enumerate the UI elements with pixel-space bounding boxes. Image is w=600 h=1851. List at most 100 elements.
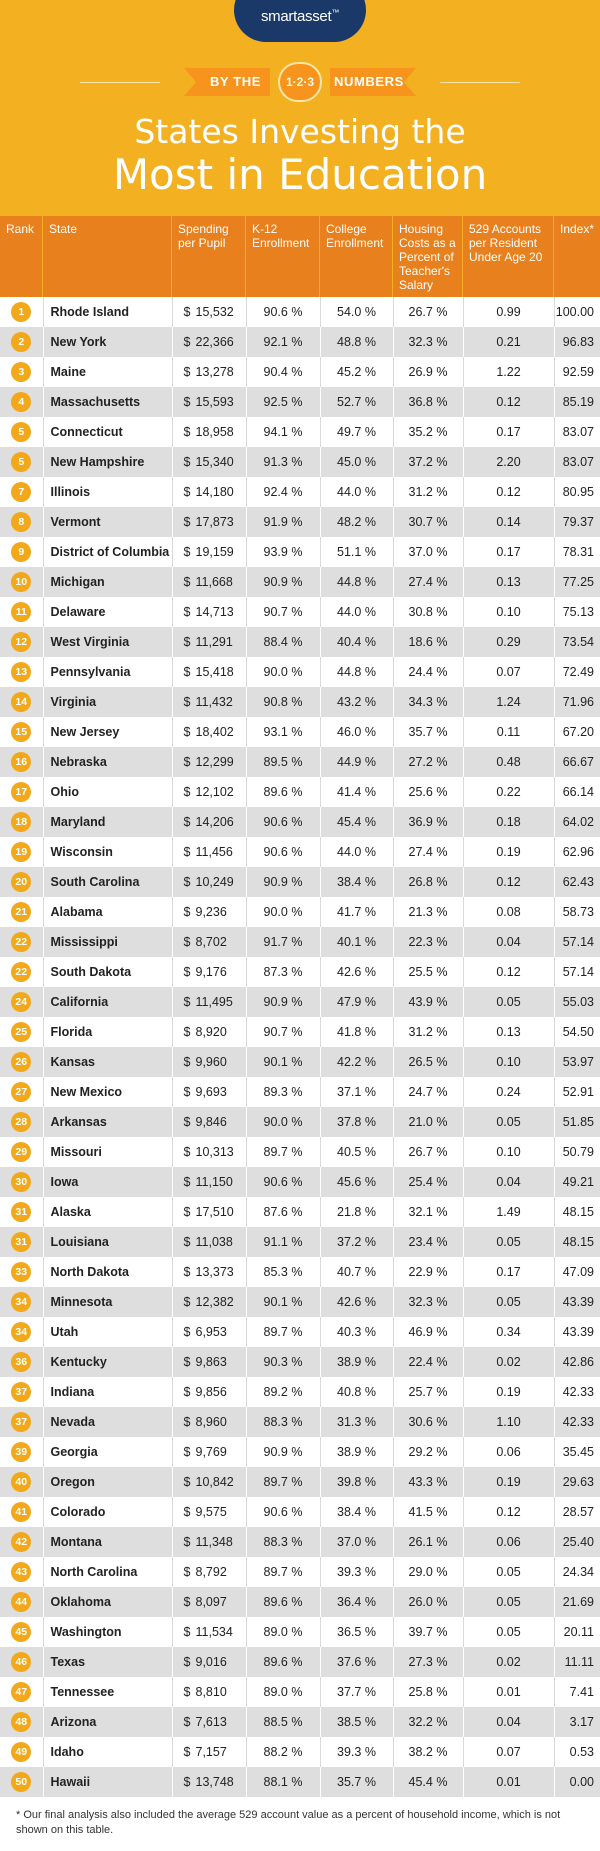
- k12-enrollment: 89.7 %: [246, 1467, 321, 1497]
- rank-cell: 50: [0, 1767, 44, 1797]
- spending-value: 13,373: [195, 1265, 234, 1279]
- rank-cell: 14: [0, 687, 44, 717]
- college-enrollment: 42.6 %: [320, 1287, 394, 1317]
- spending-cell: $9,846: [172, 1107, 247, 1137]
- index-score: 28.57: [554, 1497, 600, 1527]
- college-enrollment: 37.0 %: [320, 1527, 394, 1557]
- currency-symbol: $: [183, 1685, 191, 1699]
- spending-value: 18,958: [195, 425, 234, 439]
- smartasset-logo[interactable]: smartasset™: [234, 0, 366, 42]
- accounts-per-resident: 0.12: [463, 477, 555, 507]
- rank-cell: 15: [0, 717, 44, 747]
- spending-value: 11,432: [195, 695, 233, 709]
- accounts-per-resident: 0.18: [463, 807, 555, 837]
- header-college: College Enrollment: [320, 216, 393, 297]
- currency-symbol: $: [183, 305, 191, 319]
- k12-enrollment: 88.1 %: [246, 1767, 321, 1797]
- accounts-per-resident: 0.24: [463, 1077, 555, 1107]
- state-name: Utah: [43, 1317, 173, 1347]
- spending-value: 10,249: [195, 875, 234, 889]
- rank-cell: 9: [0, 537, 44, 567]
- index-score: 57.14: [554, 927, 600, 957]
- k12-enrollment: 89.0 %: [246, 1677, 321, 1707]
- spending-cell: $15,418: [172, 657, 247, 687]
- table-row: 39 Georgia $9,769 90.9 % 38.9 % 29.2 % 0.06 35.…: [0, 1437, 600, 1467]
- rank-badge: 13: [11, 662, 32, 682]
- college-enrollment: 36.5 %: [320, 1617, 394, 1647]
- table-row: 7 Illinois $14,180 92.4 % 44.0 % 31.2 % 0.12 80…: [0, 477, 600, 507]
- rank-badge: 44: [11, 1592, 32, 1612]
- currency-symbol: $: [183, 665, 191, 679]
- spending-value: 14,713: [195, 605, 234, 619]
- accounts-per-resident: 0.10: [463, 1047, 555, 1077]
- state-name: Arkansas: [43, 1107, 173, 1137]
- page-title-line2: Most in Education: [112, 150, 488, 199]
- spending-value: 14,206: [195, 815, 234, 829]
- housing-cost-percent: 27.2 %: [393, 747, 464, 777]
- index-score: 100.00: [554, 297, 600, 327]
- state-name: Texas: [43, 1647, 173, 1677]
- index-score: 42.86: [554, 1347, 600, 1377]
- index-score: 62.43: [554, 867, 600, 897]
- table-row: 15 New Jersey $18,402 93.1 % 46.0 % 35.7 % 0.1…: [0, 717, 600, 747]
- college-enrollment: 40.8 %: [320, 1377, 394, 1407]
- currency-symbol: $: [183, 1595, 191, 1609]
- college-enrollment: 37.7 %: [320, 1677, 394, 1707]
- housing-cost-percent: 26.5 %: [393, 1047, 464, 1077]
- table-row: 36 Kentucky $9,863 90.3 % 38.9 % 22.4 % 0.02 42…: [0, 1347, 600, 1377]
- currency-symbol: $: [183, 365, 191, 379]
- spending-cell: $14,713: [172, 597, 247, 627]
- index-score: 66.67: [554, 747, 600, 777]
- table-row: 44 Oklahoma $8,097 89.6 % 36.4 % 26.0 % 0.05 21…: [0, 1587, 600, 1617]
- table-row: 11 Delaware $14,713 90.7 % 44.0 % 30.8 % 0.10 7…: [0, 597, 600, 627]
- college-enrollment: 44.8 %: [320, 657, 394, 687]
- housing-cost-percent: 21.3 %: [393, 897, 464, 927]
- college-enrollment: 44.8 %: [320, 567, 394, 597]
- k12-enrollment: 88.3 %: [246, 1407, 321, 1437]
- housing-cost-percent: 25.4 %: [393, 1167, 464, 1197]
- k12-enrollment: 89.3 %: [246, 1077, 321, 1107]
- k12-enrollment: 90.7 %: [246, 597, 321, 627]
- college-enrollment: 40.7 %: [320, 1257, 394, 1287]
- index-score: 71.96: [554, 687, 600, 717]
- table-row: 33 North Dakota $13,373 85.3 % 40.7 % 22.9 % 0…: [0, 1257, 600, 1287]
- currency-symbol: $: [183, 1505, 191, 1519]
- index-score: 83.07: [554, 417, 600, 447]
- index-score: 75.13: [554, 597, 600, 627]
- accounts-per-resident: 1.22: [463, 357, 555, 387]
- housing-cost-percent: 27.4 %: [393, 837, 464, 867]
- accounts-per-resident: 0.02: [463, 1647, 555, 1677]
- k12-enrollment: 90.1 %: [246, 1047, 321, 1077]
- college-enrollment: 31.3 %: [320, 1407, 394, 1437]
- header-housing: Housing Costs as a Percent of Teacher's …: [393, 216, 463, 297]
- spending-cell: $9,575: [172, 1497, 247, 1527]
- rank-badge: 42: [11, 1532, 32, 1552]
- index-score: 58.73: [554, 897, 600, 927]
- housing-cost-percent: 26.0 %: [393, 1587, 464, 1617]
- accounts-per-resident: 0.14: [463, 507, 555, 537]
- table-row: 26 Kansas $9,960 90.1 % 42.2 % 26.5 % 0.10 53.9…: [0, 1047, 600, 1077]
- housing-cost-percent: 35.7 %: [393, 717, 464, 747]
- spending-value: 10,842: [195, 1475, 234, 1489]
- college-enrollment: 41.4 %: [320, 777, 394, 807]
- index-score: 54.50: [554, 1017, 600, 1047]
- college-enrollment: 37.1 %: [320, 1077, 394, 1107]
- index-score: 83.07: [554, 447, 600, 477]
- rank-badge: 21: [11, 902, 32, 922]
- accounts-per-resident: 2.20: [463, 447, 555, 477]
- accounts-per-resident: 1.24: [463, 687, 555, 717]
- k12-enrollment: 88.2 %: [246, 1737, 321, 1767]
- rank-cell: 13: [0, 657, 44, 687]
- decorative-rule-right: [440, 82, 520, 83]
- college-enrollment: 36.4 %: [320, 1587, 394, 1617]
- rank-badge: 30: [11, 1172, 32, 1192]
- rank-cell: 20: [0, 867, 44, 897]
- state-name: New Mexico: [43, 1077, 173, 1107]
- table-row: 31 Alaska $17,510 87.6 % 21.8 % 32.1 % 1.49 48.…: [0, 1197, 600, 1227]
- accounts-per-resident: 0.08: [463, 897, 555, 927]
- rank-cell: 31: [0, 1227, 44, 1257]
- spending-value: 15,593: [195, 395, 234, 409]
- housing-cost-percent: 37.0 %: [393, 537, 464, 567]
- k12-enrollment: 90.0 %: [246, 657, 321, 687]
- k12-enrollment: 90.6 %: [246, 1167, 321, 1197]
